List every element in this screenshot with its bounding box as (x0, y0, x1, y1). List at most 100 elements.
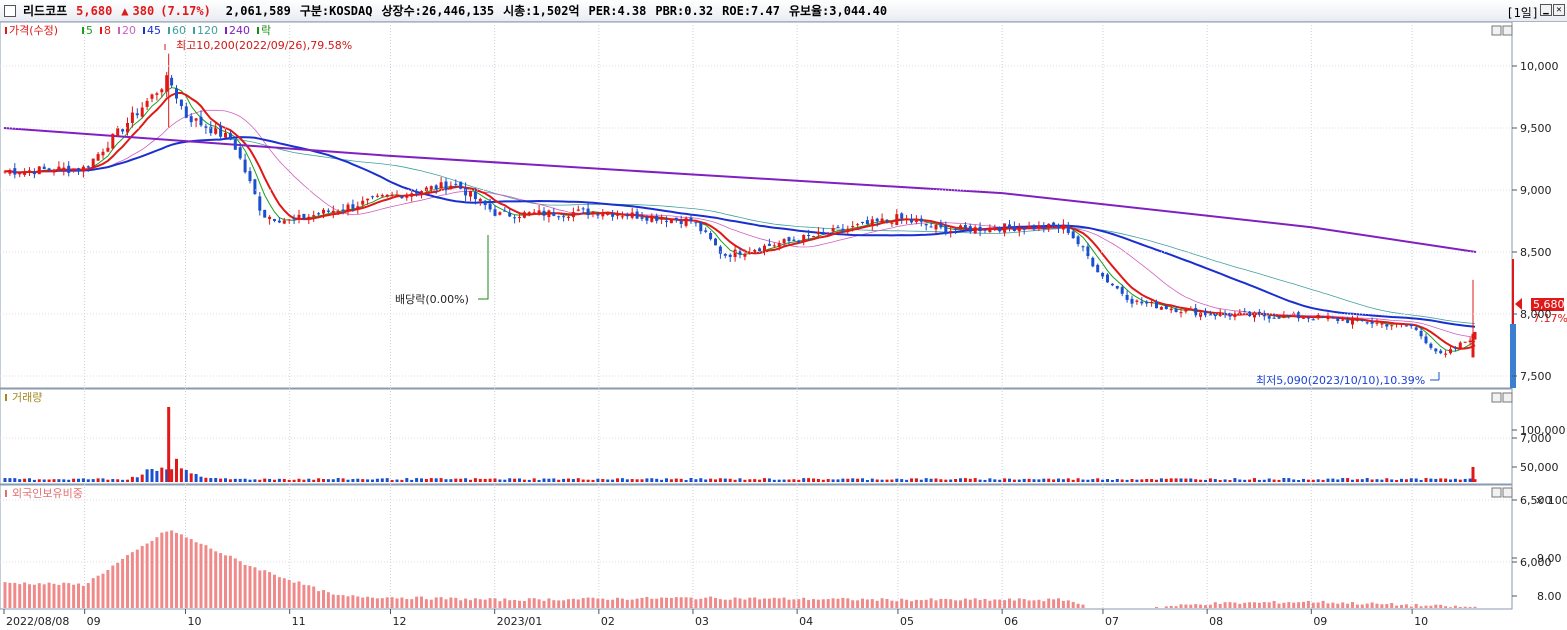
foreign-bar (1076, 603, 1080, 608)
ma-45-line (4, 136, 1476, 328)
candle (944, 221, 948, 236)
foreign-bar (532, 598, 536, 608)
candle (258, 192, 262, 216)
foreign-max-button[interactable] (1491, 487, 1502, 498)
candle (1047, 223, 1051, 232)
foreign-bar (1066, 600, 1070, 608)
panel-close-button[interactable] (1502, 25, 1513, 36)
candle (1208, 310, 1212, 316)
volume-bar (1037, 479, 1041, 482)
stock-name[interactable]: 리드코프 (23, 4, 68, 18)
foreign-bar (1434, 604, 1438, 608)
foreign-bar (145, 543, 149, 608)
volume-bar (542, 478, 546, 482)
candle (557, 215, 561, 221)
foreign-bar (1395, 605, 1399, 608)
foreign-bar (689, 597, 693, 608)
candle (165, 71, 169, 98)
foreign-bar (434, 597, 438, 608)
candle (1287, 315, 1291, 319)
foreign-bar (199, 543, 203, 608)
candle (978, 222, 982, 237)
volume-bar (126, 479, 129, 482)
foreign-bar (380, 598, 384, 608)
foreign-bar (444, 599, 448, 608)
volume-bar (1321, 479, 1325, 482)
candle (1297, 310, 1301, 322)
volume-bar (527, 479, 531, 482)
foreign-bar (1375, 603, 1379, 608)
foreign-bar (674, 597, 678, 608)
candle (459, 181, 463, 190)
volume-close-button[interactable] (1502, 392, 1513, 403)
candle (1385, 323, 1389, 330)
foreign-bar (1458, 606, 1462, 608)
candle (1282, 311, 1286, 319)
volume-bar (1424, 478, 1428, 482)
foreign-bar (1277, 603, 1281, 608)
foreign-close-button[interactable] (1502, 487, 1513, 498)
volume-bar (96, 478, 100, 482)
volume-bar (537, 479, 541, 482)
volume-bar (1365, 478, 1369, 482)
minimize-icon[interactable]: ▁ (1540, 4, 1552, 16)
panel-max-button[interactable] (1491, 25, 1502, 36)
candle (1326, 312, 1330, 322)
volume-bar (1400, 478, 1403, 482)
volume-bar (346, 479, 350, 482)
volume-panel[interactable] (0, 388, 1513, 485)
x-tick-label: 12 (392, 615, 406, 628)
candle (1081, 245, 1085, 252)
volume-bar (567, 478, 570, 482)
volume-bar (145, 469, 149, 482)
candle (1223, 310, 1227, 319)
volume-bar (469, 479, 472, 482)
candle (248, 167, 252, 184)
foreign-bar (248, 566, 252, 608)
volume-bar (1012, 479, 1016, 482)
select-checkbox[interactable] (4, 4, 16, 17)
foreign-bar (331, 594, 335, 608)
foreign-bar (1257, 602, 1261, 608)
volume-bar (371, 479, 374, 482)
volume-bar (645, 478, 649, 482)
candle (567, 215, 570, 221)
volume-bar (606, 479, 610, 482)
volume-max-button[interactable] (1491, 392, 1502, 403)
candle (91, 158, 95, 169)
foreign-bar (1008, 598, 1011, 608)
foreign-bar (1439, 604, 1443, 608)
x-tick-label: 10 (1414, 615, 1428, 628)
candle (674, 217, 678, 223)
foreign-bar (973, 598, 977, 608)
candle (802, 234, 806, 246)
foreign-bar (1316, 602, 1320, 608)
volume-bar (1120, 479, 1124, 482)
foreign-bar (1409, 606, 1413, 608)
volume-bar (1458, 479, 1462, 482)
price-panel[interactable] (0, 22, 1513, 389)
volume-bar (1272, 479, 1276, 482)
candle (72, 168, 76, 173)
volume-bar (1306, 479, 1310, 482)
volume-bar (998, 479, 1002, 482)
candle (150, 93, 154, 103)
volume-bar (1385, 478, 1389, 482)
stock-chart[interactable]: 가격(수정) 5 8 20 45 60 120 240 락 최고10,200(2022/09/2… (0, 22, 1567, 630)
volume-bar (787, 479, 791, 482)
close-icon[interactable]: ✕ (1553, 4, 1565, 16)
candle (1204, 308, 1207, 318)
volume-bar (640, 479, 644, 482)
candle (1042, 222, 1046, 233)
volume-bar (910, 478, 913, 482)
candle (763, 243, 766, 256)
foreign-bar (385, 597, 389, 608)
volume-bar (67, 479, 71, 482)
foreign-bar (165, 531, 169, 608)
volume-bar (596, 478, 600, 482)
volume-bar (1360, 479, 1364, 482)
period-selector[interactable]: [1일] (1506, 6, 1539, 20)
volume-bar (1370, 479, 1374, 482)
candle (1243, 307, 1247, 313)
foreign-panel[interactable] (0, 484, 1513, 610)
